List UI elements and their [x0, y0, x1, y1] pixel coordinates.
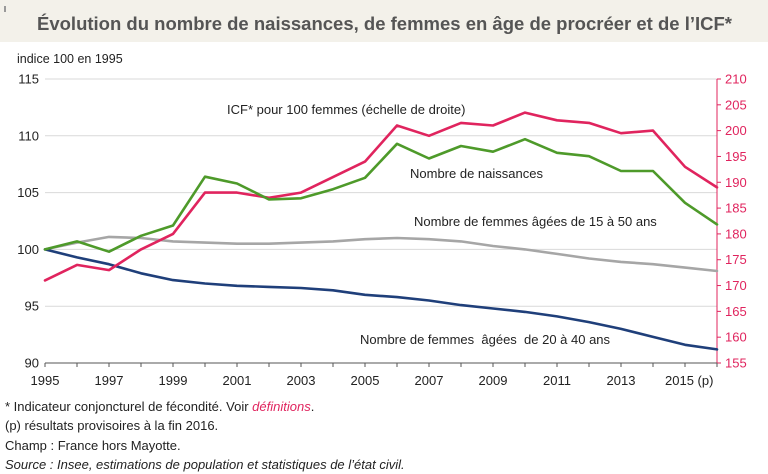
footnote-icf: * Indicateur conjoncturel de fécondité. …	[5, 397, 745, 416]
series-lines	[43, 111, 719, 351]
left-tick-label: 115	[18, 72, 39, 87]
right-tick-label: 155	[725, 356, 747, 371]
series-line-1	[43, 111, 719, 282]
series-line-2	[43, 235, 719, 273]
x-tick-label: 1999	[159, 373, 188, 388]
x-tick-label: 1997	[95, 373, 124, 388]
x-tick-label: 2003	[287, 373, 316, 388]
chart-subtitle: indice 100 en 1995	[17, 52, 123, 66]
footnote-icf-text: * Indicateur conjoncturel de fécondité. …	[5, 399, 253, 414]
right-tick-label: 200	[725, 123, 747, 138]
right-tick-label: 195	[725, 149, 747, 164]
footnote-source: Source : Insee, estimations de populatio…	[5, 456, 405, 472]
series-label-1: ICF* pour 100 femmes (échelle de droite)	[227, 102, 465, 117]
right-tick-label: 190	[725, 175, 747, 190]
definitions-link[interactable]: définitions	[252, 399, 311, 414]
title-decoration	[4, 6, 6, 12]
right-tick-label: 165	[725, 304, 747, 319]
x-tick-label: 2013	[607, 373, 636, 388]
left-tick-label: 90	[25, 356, 39, 371]
right-tick-label: 205	[725, 97, 747, 112]
left-tick-label: 105	[17, 185, 39, 200]
left-tick-label: 95	[25, 299, 39, 314]
x-tick-label: 2015 (p)	[665, 373, 713, 388]
right-tick-label: 160	[725, 330, 747, 345]
right-tick-label: 185	[725, 201, 747, 216]
series-line-3	[43, 248, 719, 351]
left-tick-label: 110	[18, 128, 39, 143]
right-tick-label: 175	[725, 252, 747, 267]
series-line-0	[43, 137, 719, 253]
series-label-0: Nombre de naissances	[410, 166, 543, 181]
x-tick-label: 2005	[351, 373, 380, 388]
footnotes: * Indicateur conjoncturel de fécondité. …	[5, 397, 745, 474]
right-tick-label: 180	[725, 226, 747, 241]
left-y-axis: 90 95 100 105 110 115	[17, 72, 39, 371]
series-label-3: Nombre de femmes âgées de 20 à 40 ans	[360, 332, 611, 347]
right-tick-label: 210	[725, 72, 747, 87]
x-tick-label: 2011	[543, 373, 571, 388]
x-tick-label: 2001	[223, 373, 252, 388]
footnote-scope: Champ : France hors Mayotte.	[5, 437, 181, 453]
chart-title: Évolution du nombre de naissances, de fe…	[37, 13, 732, 34]
x-tick-label: 2007	[415, 373, 444, 388]
left-tick-label: 100	[17, 242, 39, 257]
title-band	[0, 0, 768, 42]
footnote-provisional: (p) résultats provisoires à la fin 2016.	[5, 418, 219, 434]
right-y-axis: 155 160 165 170 175 180 185 190 195 200 205 210	[716, 72, 747, 371]
right-tick-label: 170	[725, 278, 747, 293]
series-label-2: Nombre de femmes âgées de 15 à 50 ans	[414, 214, 657, 229]
footnote-icf-end: .	[310, 399, 315, 414]
series-labels: Nombre de naissances ICF* pour 100 femmes…	[227, 102, 657, 347]
x-tick-label: 2009	[479, 373, 508, 388]
chart-area: 90 95 100 105 110 115 155 160 165 170 175 180 185 19…	[17, 52, 747, 388]
x-tick-label: 1995	[31, 373, 60, 388]
x-axis: 1995 1997 1999 2001 2003 2005 2007 2009 2011 2013…	[31, 362, 718, 388]
